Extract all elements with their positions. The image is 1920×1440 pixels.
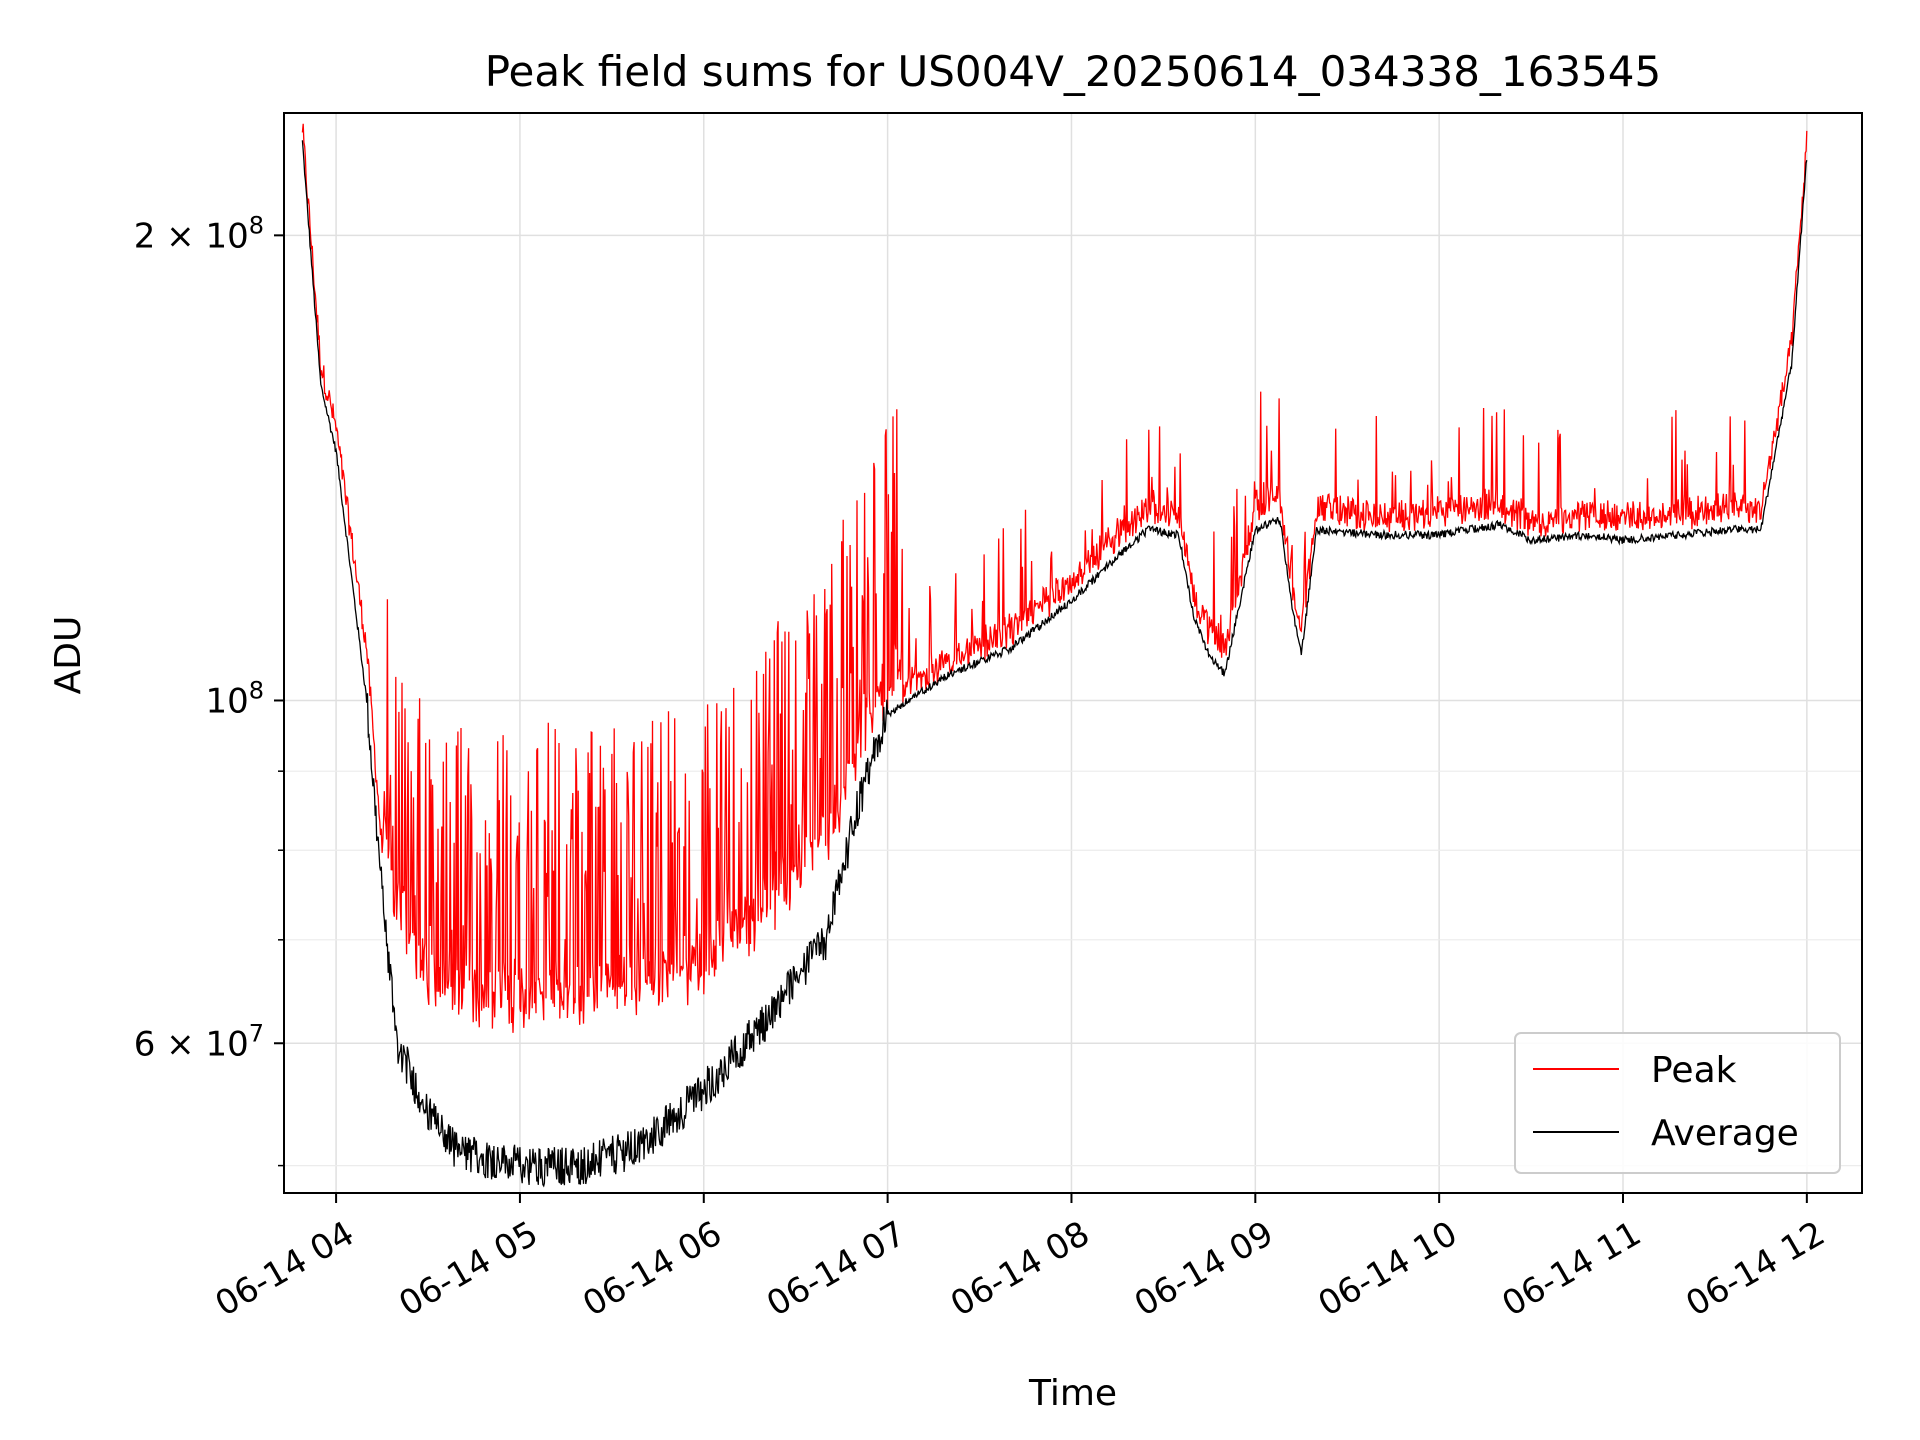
legend: Peak Average: [1514, 1032, 1841, 1174]
chart-title: Peak field sums for US004V_20250614_0343…: [485, 47, 1662, 96]
legend-peak-label: Peak: [1651, 1050, 1737, 1091]
y-tick-label: 2 × 108: [134, 211, 264, 256]
series-average-line: [301, 140, 1808, 1188]
series-layer: [301, 123, 1808, 1188]
y-tick-label: 108: [205, 676, 264, 721]
y-axis-title: ADU: [48, 616, 89, 695]
y-axis: 2 × 108 108 6 × 107: [134, 211, 284, 1167]
y-tick-label: 6 × 107: [134, 1019, 264, 1064]
plot-frame: [283, 112, 1863, 1194]
grid: [284, 113, 1862, 1193]
x-axis-title: Time: [1028, 1373, 1117, 1414]
series-peak-line: [301, 123, 1808, 1033]
legend-average-label: Average: [1651, 1113, 1799, 1154]
